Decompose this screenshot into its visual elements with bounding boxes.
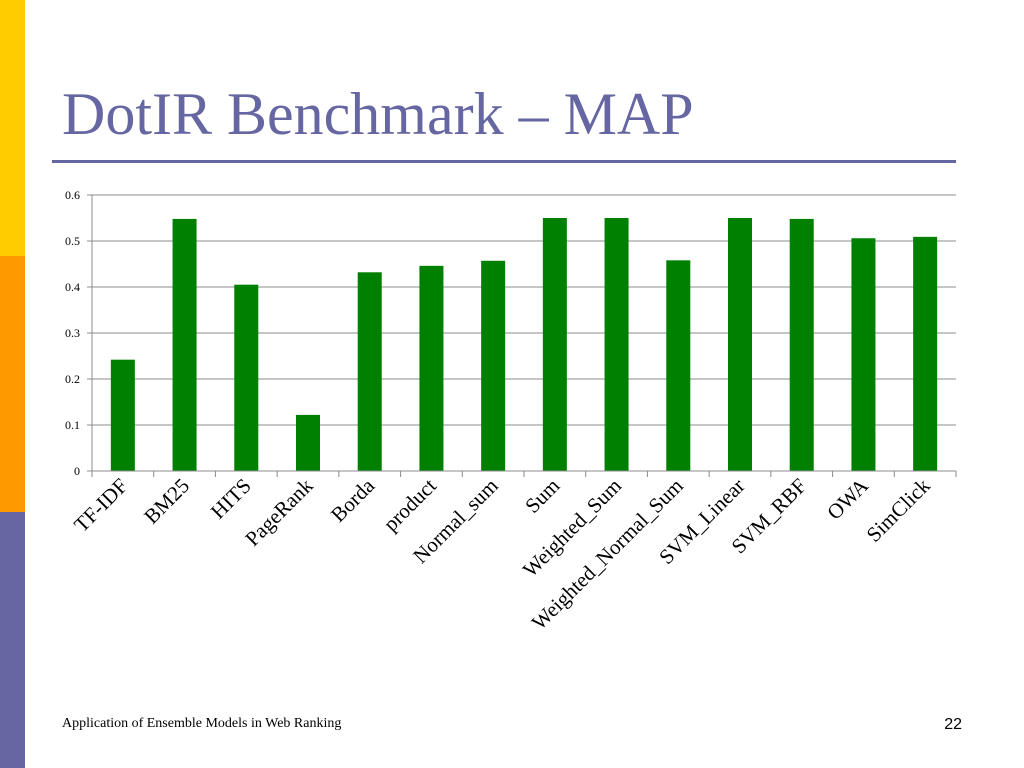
x-tick-label: SimClick [862, 473, 935, 546]
bar-weighted-normal-sum [666, 260, 691, 471]
bar-svm-linear [728, 218, 752, 471]
bar-owa [851, 238, 876, 471]
accent-strip-purple [0, 512, 25, 768]
bar-svm-rbf [789, 218, 814, 471]
bar-normal-sum [481, 260, 506, 471]
page-number: 22 [944, 716, 962, 733]
bar-product [419, 265, 444, 471]
bar-sum [542, 218, 567, 471]
x-tick-label: Sum [520, 474, 564, 518]
y-tick-label: 0.4 [65, 280, 80, 294]
bar-pagerank [296, 414, 320, 471]
x-tick-label: HITS [206, 474, 256, 524]
x-tick-label: PageRank [240, 473, 318, 551]
y-tick-label: 0.3 [65, 326, 80, 340]
y-tick-label: 0.6 [65, 188, 80, 202]
y-tick-label: 0.5 [65, 234, 80, 248]
bar-borda [357, 272, 382, 471]
x-tick-label: OWA [822, 473, 873, 524]
footer-text: Application of Ensemble Models in Web Ra… [62, 716, 342, 731]
bar-hits [234, 284, 259, 471]
axes [87, 194, 957, 477]
x-tick-label: Borda [326, 473, 380, 527]
bar-weighted-sum [604, 218, 629, 471]
y-tick-label: 0.2 [65, 372, 80, 386]
y-tick-label: 0 [74, 464, 80, 478]
bars [110, 218, 938, 471]
bar-tf-idf [110, 359, 135, 471]
y-tick-labels: 0 0.1 0.2 0.3 0.4 0.5 0.6 [65, 188, 80, 478]
y-tick-label: 0.1 [65, 418, 80, 432]
bar-bm25 [172, 218, 197, 471]
accent-strip-yellow [0, 0, 25, 256]
accent-strip-orange [0, 256, 25, 512]
x-tick-label: TF-IDF [69, 474, 132, 537]
gridlines [92, 194, 956, 426]
title-divider [52, 160, 956, 163]
slide-title: DotIR Benchmark – MAP [62, 81, 694, 147]
x-tick-label: BM25 [139, 474, 194, 529]
bar-simclick [913, 236, 938, 471]
